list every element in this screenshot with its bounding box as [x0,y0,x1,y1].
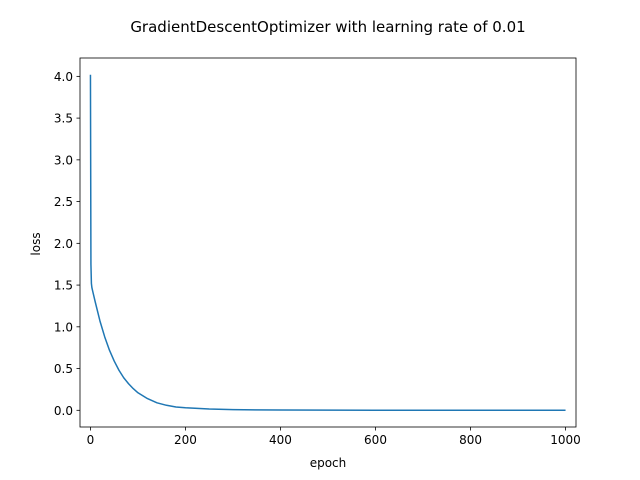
y-tick-label: 2.0 [54,237,73,251]
x-tick-label: 200 [174,433,197,447]
axes: 0 200 400 600 800 1000 0.0 0.5 1.0 1.5 2.0 2.5 3.0 3.… [54,57,581,447]
y-tick-label: 0.0 [54,404,73,418]
y-tick-label: 3.0 [54,153,73,167]
x-tick-label: 600 [364,433,387,447]
y-tick-label: 0.5 [54,362,73,376]
x-axis-label: epoch [310,456,347,470]
y-tick-label: 2.5 [54,195,73,209]
loss-series-line [89,74,566,411]
chart-title: GradientDescentOptimizer with learning r… [130,18,525,36]
plot-frame [79,57,577,428]
y-tick-label: 3.5 [54,112,73,126]
y-tick-label: 4.0 [54,70,73,84]
y-tick-label: 1.0 [54,320,73,334]
y-axis-label: loss [29,232,43,255]
plot-area [89,74,566,411]
x-tick-label: 400 [269,433,292,447]
y-tick-label: 1.5 [54,279,73,293]
x-tick-label: 800 [459,433,482,447]
x-tick-label: 1000 [550,433,581,447]
x-tick-label: 0 [87,433,95,447]
